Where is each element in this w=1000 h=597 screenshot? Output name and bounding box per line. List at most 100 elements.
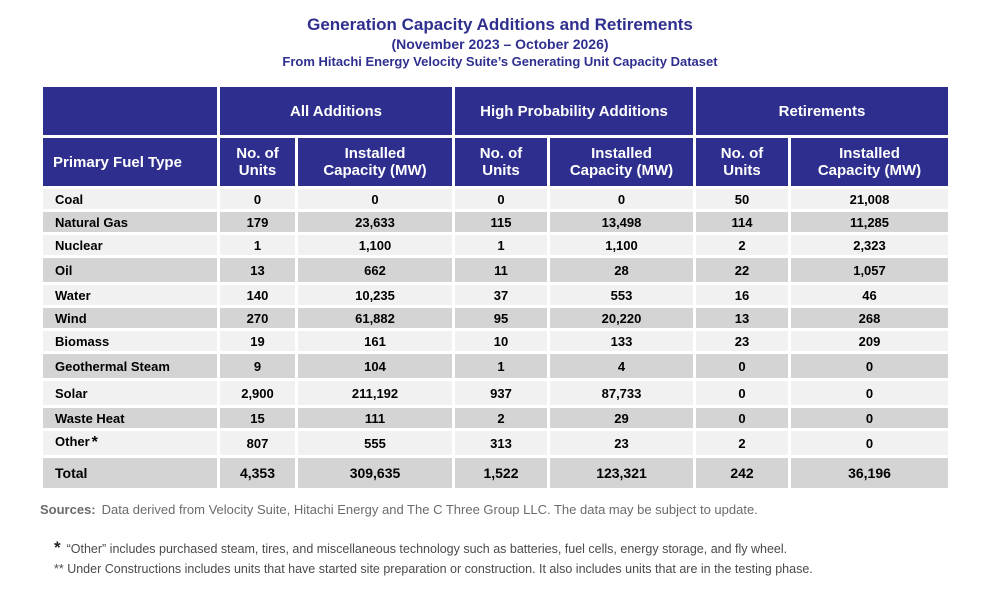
value-cell: 0 <box>455 189 547 209</box>
value-cell: 111 <box>298 408 452 428</box>
group-header-row: All Additions High Probability Additions… <box>43 87 948 135</box>
value-cell: 179 <box>220 212 295 232</box>
value-cell: 11 <box>455 258 547 282</box>
value-cell: 46 <box>791 285 948 305</box>
value-cell: 1,100 <box>550 235 693 255</box>
dataset-source-line: From Hitachi Energy Velocity Suite’s Gen… <box>282 54 718 69</box>
value-cell: 2,900 <box>220 381 295 405</box>
value-cell: 0 <box>696 381 788 405</box>
footnotes: * “Other” includes purchased steam, tires… <box>54 538 813 579</box>
value-cell: 23 <box>550 431 693 455</box>
value-cell: 10 <box>455 331 547 351</box>
total-value-cell: 242 <box>696 458 788 488</box>
total-row: Total 4,353 309,635 1,522 123,321 242 36… <box>43 458 948 488</box>
total-value-cell: 123,321 <box>550 458 693 488</box>
value-cell: 1,100 <box>298 235 452 255</box>
sources-label: Sources: <box>40 502 96 517</box>
page-subtitle: (November 2023 – October 2026) <box>391 36 609 52</box>
value-cell: 555 <box>298 431 452 455</box>
fuel-type-label: Other <box>55 434 90 449</box>
sources-line: Sources: Data derived from Velocity Suite… <box>40 502 758 517</box>
fuel-type-cell: Solar <box>43 381 217 405</box>
value-cell: 209 <box>791 331 948 351</box>
value-cell: 22 <box>696 258 788 282</box>
table-row: Waste Heat 15 111 2 29 0 0 <box>43 408 948 428</box>
value-cell: 0 <box>298 189 452 209</box>
fuel-type-cell: Natural Gas <box>43 212 217 232</box>
value-cell: 95 <box>455 308 547 328</box>
total-label-cell: Total <box>43 458 217 488</box>
value-cell: 937 <box>455 381 547 405</box>
value-cell: 115 <box>455 212 547 232</box>
value-cell: 211,192 <box>298 381 452 405</box>
value-cell: 313 <box>455 431 547 455</box>
column-header-capacity: Installed Capacity (MW) <box>550 138 693 186</box>
value-cell: 28 <box>550 258 693 282</box>
value-cell: 0 <box>550 189 693 209</box>
value-cell: 2 <box>696 431 788 455</box>
table-row: Oil 13 662 11 28 22 1,057 <box>43 258 948 282</box>
column-header-capacity: Installed Capacity (MW) <box>298 138 452 186</box>
value-cell: 0 <box>791 408 948 428</box>
value-cell: 21,008 <box>791 189 948 209</box>
column-header-units: No. of Units <box>696 138 788 186</box>
value-cell: 1,057 <box>791 258 948 282</box>
value-cell: 37 <box>455 285 547 305</box>
column-header-row: Primary Fuel Type No. of Units Installed C… <box>43 138 948 186</box>
value-cell: 50 <box>696 189 788 209</box>
value-cell: 23,633 <box>298 212 452 232</box>
column-header-capacity: Installed Capacity (MW) <box>791 138 948 186</box>
footnote-under-construction: ** Under Constructions includes units th… <box>54 562 813 576</box>
value-cell: 161 <box>298 331 452 351</box>
total-value-cell: 309,635 <box>298 458 452 488</box>
fuel-type-cell: Wind <box>43 308 217 328</box>
value-cell: 20,220 <box>550 308 693 328</box>
table-row: Natural Gas 179 23,633 115 13,498 114 11… <box>43 212 948 232</box>
fuel-type-cell: Water <box>43 285 217 305</box>
value-cell: 1 <box>455 354 547 378</box>
value-cell: 140 <box>220 285 295 305</box>
value-cell: 19 <box>220 331 295 351</box>
table-row: Nuclear 1 1,100 1 1,100 2 2,323 <box>43 235 948 255</box>
value-cell: 1 <box>220 235 295 255</box>
column-header-fuel-type: Primary Fuel Type <box>43 138 217 186</box>
value-cell: 0 <box>791 431 948 455</box>
table-row: Water 140 10,235 37 553 16 46 <box>43 285 948 305</box>
table-row: Wind 270 61,882 95 20,220 13 268 <box>43 308 948 328</box>
group-header-all-additions: All Additions <box>220 87 452 135</box>
fuel-type-cell: Waste Heat <box>43 408 217 428</box>
value-cell: 2 <box>696 235 788 255</box>
footnote-other-text: “Other” includes purchased steam, tires,… <box>66 542 788 556</box>
fuel-type-cell: Biomass <box>43 331 217 351</box>
value-cell: 10,235 <box>298 285 452 305</box>
value-cell: 0 <box>791 354 948 378</box>
value-cell: 13,498 <box>550 212 693 232</box>
title-block: Generation Capacity Additions and Retire… <box>0 14 1000 70</box>
value-cell: 114 <box>696 212 788 232</box>
group-header-high-probability: High Probability Additions <box>455 87 693 135</box>
table-row: Coal 0 0 0 0 50 21,008 <box>43 189 948 209</box>
value-cell: 29 <box>550 408 693 428</box>
total-value-cell: 1,522 <box>455 458 547 488</box>
fuel-type-cell: Oil <box>43 258 217 282</box>
value-cell: 553 <box>550 285 693 305</box>
value-cell: 0 <box>791 381 948 405</box>
fuel-type-cell: Nuclear <box>43 235 217 255</box>
value-cell: 807 <box>220 431 295 455</box>
fuel-type-cell: Other * <box>43 431 217 455</box>
value-cell: 4 <box>550 354 693 378</box>
value-cell: 13 <box>696 308 788 328</box>
table-row: Solar 2,900 211,192 937 87,733 0 0 <box>43 381 948 405</box>
table-row: Biomass 19 161 10 133 23 209 <box>43 331 948 351</box>
value-cell: 0 <box>220 189 295 209</box>
page-title: Generation Capacity Additions and Retire… <box>307 15 693 34</box>
table-row: Geothermal Steam 9 104 1 4 0 0 <box>43 354 948 378</box>
value-cell: 268 <box>791 308 948 328</box>
value-cell: 0 <box>696 408 788 428</box>
value-cell: 23 <box>696 331 788 351</box>
value-cell: 2,323 <box>791 235 948 255</box>
value-cell: 61,882 <box>298 308 452 328</box>
fuel-type-cell: Coal <box>43 189 217 209</box>
value-cell: 9 <box>220 354 295 378</box>
value-cell: 13 <box>220 258 295 282</box>
